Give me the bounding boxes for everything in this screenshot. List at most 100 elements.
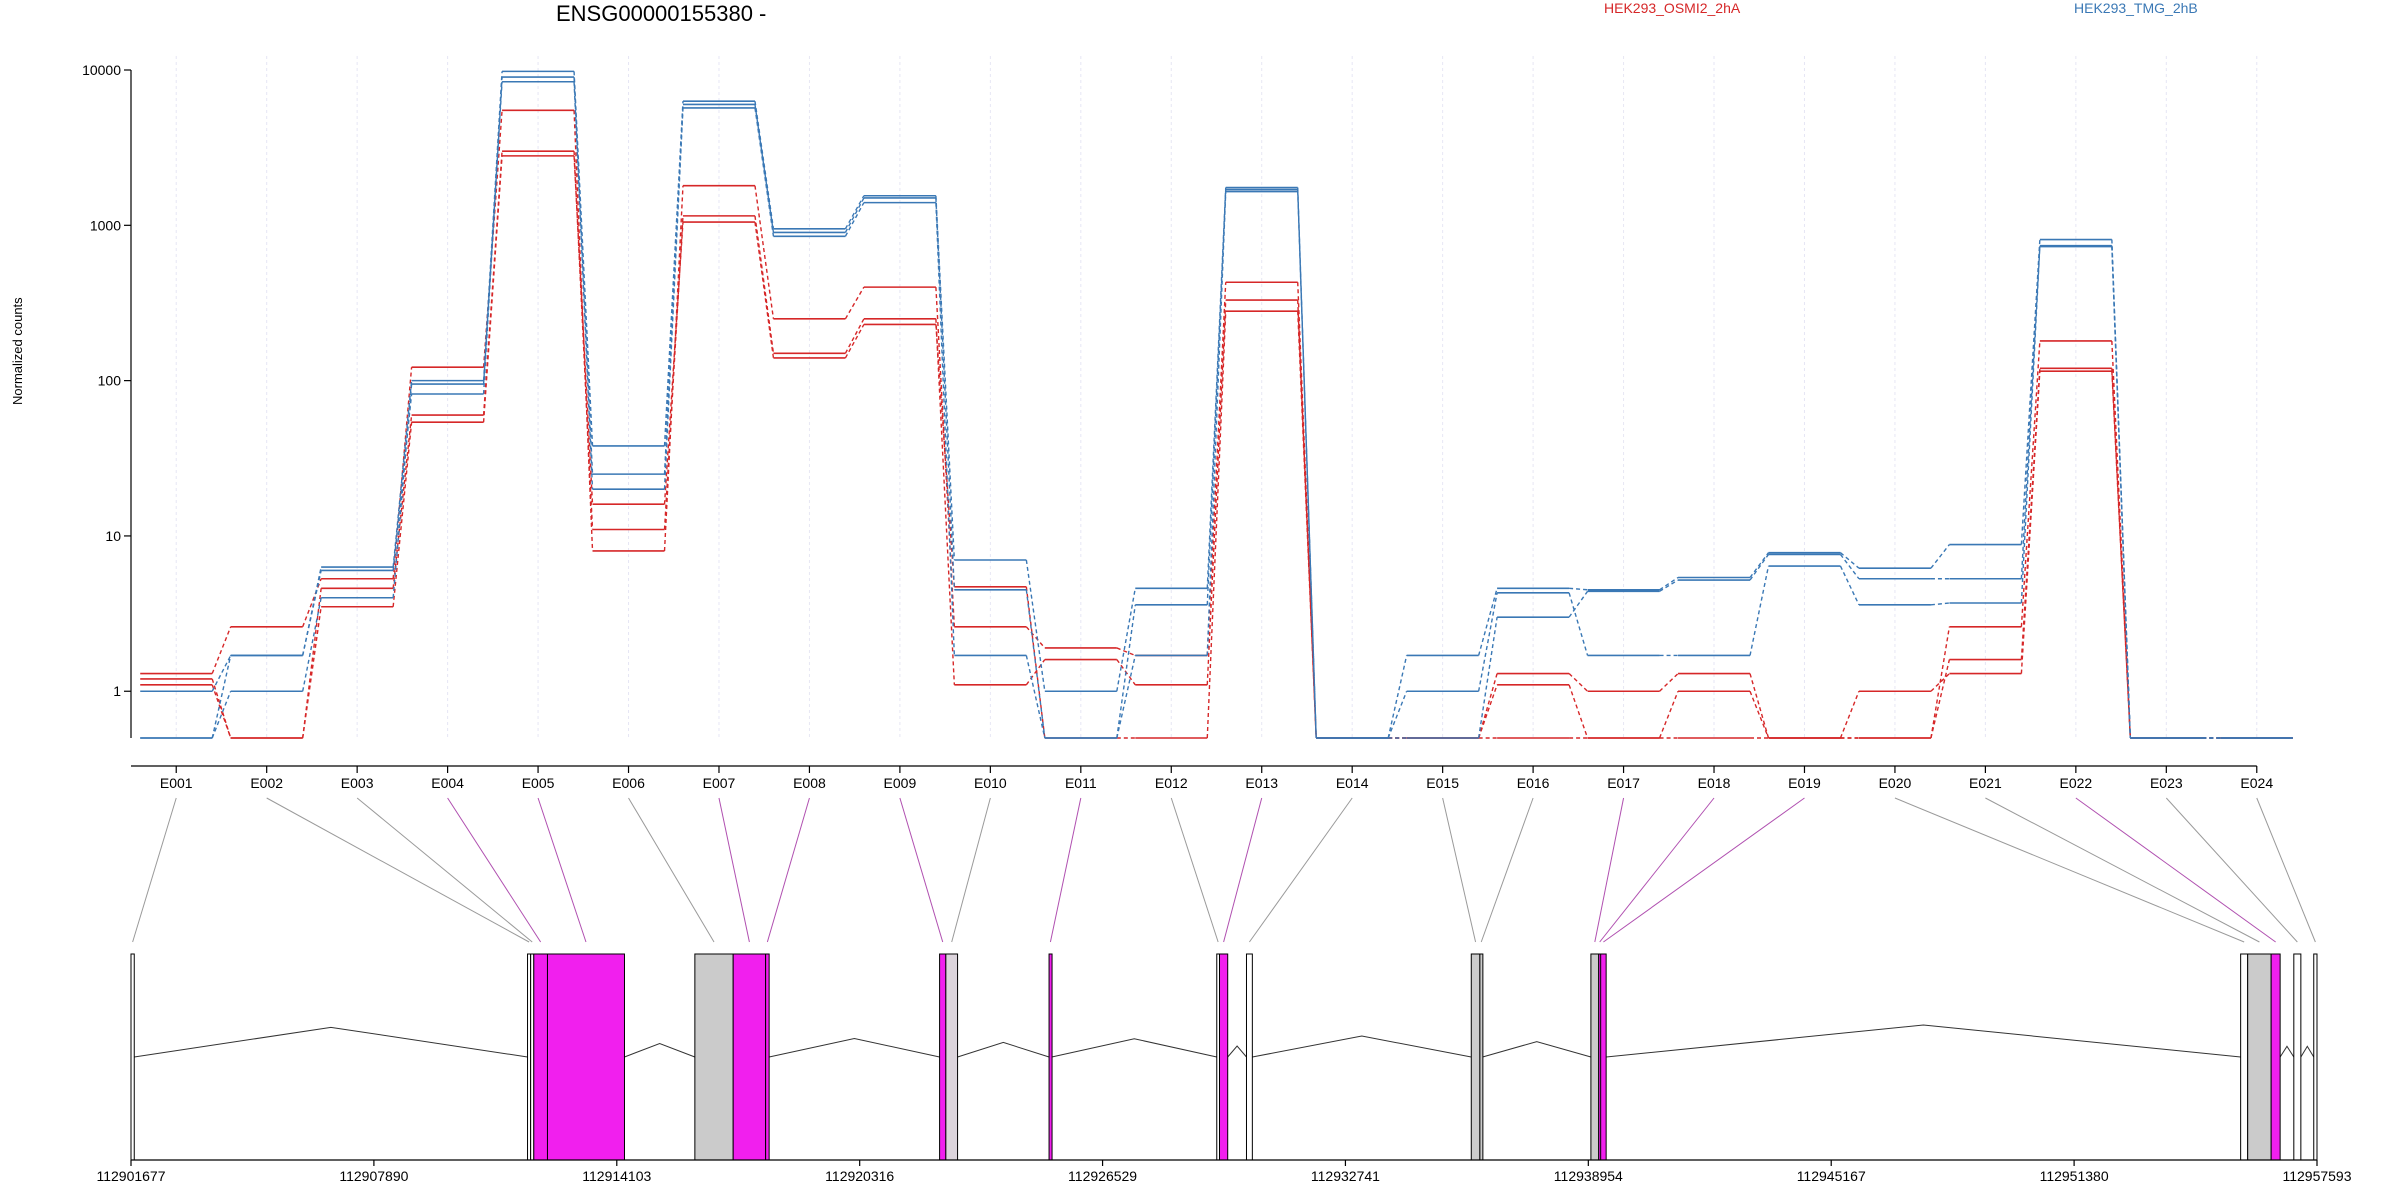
exon-E024	[2313, 953, 2318, 1161]
series-connector	[392, 422, 413, 607]
series-connector	[2111, 246, 2132, 739]
series-connector	[935, 324, 956, 587]
intron-line	[1227, 1045, 1247, 1058]
series-connector	[1749, 552, 1770, 578]
series-connector	[1930, 626, 1951, 739]
series-connector	[844, 197, 865, 233]
series-connector	[1568, 592, 1589, 656]
exon-E016	[1479, 953, 1484, 1161]
series-connector	[1387, 655, 1408, 739]
exon-E011	[1048, 953, 1053, 1161]
x-tick-label: E006	[612, 775, 645, 791]
exon-connector	[447, 797, 542, 943]
x-tick-label: E021	[1969, 775, 2002, 791]
series-connector	[1206, 189, 1227, 605]
series-connector	[211, 655, 232, 739]
genomic-tick-label: 112951380	[2040, 1168, 2109, 1184]
series-connector	[211, 690, 232, 739]
series-connector	[1477, 592, 1498, 692]
y-tick-label: 100	[98, 373, 122, 389]
series-connector	[1568, 590, 1589, 618]
exon-connector	[132, 797, 177, 943]
series-connector	[211, 626, 232, 674]
y-tick-label: 10	[105, 528, 121, 544]
x-tick-label: E010	[974, 775, 1007, 791]
exon-E010	[945, 953, 959, 1161]
exon-connector	[899, 797, 944, 943]
series-connector	[1839, 690, 1860, 739]
series-connector	[2020, 371, 2041, 674]
exon-connector	[1594, 797, 1625, 943]
series-connector	[1749, 673, 1770, 739]
y-tick-label: 1000	[90, 217, 121, 233]
series-connector	[211, 655, 232, 692]
series-connector	[1025, 626, 1046, 649]
exon-connector	[2165, 797, 2298, 943]
series-connector	[1025, 655, 1046, 739]
x-tick-label: E024	[2240, 775, 2273, 791]
x-tick-label: E018	[1698, 775, 1731, 791]
series-connector	[1659, 579, 1679, 592]
series-connector	[1206, 191, 1227, 656]
x-tick-label: E008	[793, 775, 826, 791]
series-connector	[1297, 311, 1317, 739]
exon-connector	[1223, 797, 1263, 943]
series-connector	[1025, 589, 1046, 739]
series-connector	[1659, 576, 1679, 591]
series-connector	[1387, 690, 1408, 739]
exon-E020	[2240, 953, 2249, 1161]
series-connector	[1206, 300, 1227, 685]
intron-line	[624, 1042, 696, 1058]
y-tick-label: 1	[113, 683, 121, 699]
genomic-tick-label: 112926529	[1068, 1168, 1137, 1184]
x-tick-label: E012	[1155, 775, 1188, 791]
series-connector	[754, 185, 775, 319]
series-connector	[1930, 544, 1950, 569]
exon-connector	[266, 797, 530, 943]
series-connector	[1930, 659, 1951, 739]
exon-connector	[1985, 797, 2260, 943]
series-connector	[1116, 647, 1136, 657]
series-connector	[844, 202, 865, 237]
x-tick-label: E011	[1065, 775, 1097, 791]
series-connector	[1930, 673, 1950, 692]
series-connector	[754, 107, 775, 237]
series-connector	[392, 384, 413, 598]
series-connector	[573, 81, 594, 490]
genomic-tick-label: 112932741	[1311, 1168, 1380, 1184]
exon-connector	[1603, 797, 1805, 943]
exon-connector	[2256, 797, 2316, 943]
intron-line	[2279, 1045, 2295, 1058]
series-connector	[935, 197, 956, 590]
series-connector	[573, 77, 594, 475]
series-connector	[1116, 604, 1136, 739]
series-replicate-1	[140, 150, 2293, 739]
exon-connector	[718, 797, 750, 943]
exon-E007	[732, 953, 767, 1161]
series-connector	[754, 215, 775, 354]
exon-E008	[765, 953, 770, 1161]
series-connector	[1658, 690, 1679, 739]
legend-series-tmg: HEK293_TMG_2hB	[2074, 0, 2198, 16]
series-connector	[2111, 371, 2132, 739]
exon-E004	[533, 953, 548, 1161]
series-connector	[392, 380, 413, 568]
x-tick-label: E007	[703, 775, 736, 791]
exon-connector	[537, 797, 587, 943]
x-tick-label: E009	[884, 775, 917, 791]
y-tick-label: 10000	[82, 62, 121, 78]
x-tick-label: E016	[1517, 775, 1550, 791]
exon-E023	[2293, 953, 2302, 1161]
series-connector	[573, 155, 594, 505]
x-tick-label: E015	[1426, 775, 1459, 791]
exon-connector	[951, 797, 991, 943]
series-connector	[302, 597, 322, 692]
series-connector	[1477, 617, 1498, 739]
series-connector	[1116, 588, 1136, 692]
exon-connector	[766, 797, 810, 943]
x-tick-label: E022	[2060, 775, 2093, 791]
series-connector	[1930, 602, 1950, 606]
exon-connector	[1249, 797, 1353, 943]
exon-E015	[1470, 953, 1481, 1161]
